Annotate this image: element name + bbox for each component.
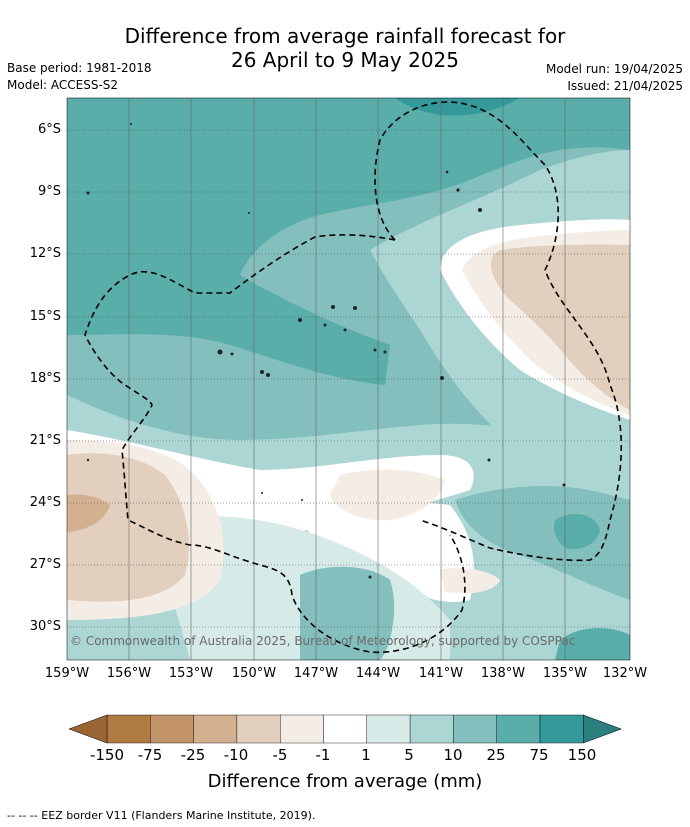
lat-label: 27°S (29, 557, 61, 572)
lon-label: 141°W (418, 666, 464, 681)
colorbar-tick-label: 75 (529, 746, 549, 764)
colorbar-tick-label: -10 (223, 746, 249, 764)
colorbar (68, 714, 623, 744)
wet-band-10-25-se (455, 485, 630, 600)
colorbar-segment (496, 714, 541, 744)
map-field (67, 98, 630, 660)
colorbar-tick-label: 150 (567, 746, 597, 764)
lon-gridlines (128, 98, 566, 660)
wet-band-25-75-se (554, 514, 600, 550)
lat-label: 30°S (29, 619, 61, 634)
title-line-1: Difference from average rainfall forecas… (124, 24, 566, 48)
lon-label: 156°W (106, 666, 152, 681)
colorbar-tick-label: 1 (361, 746, 371, 764)
colorbar-tick-label: -1 (315, 746, 331, 764)
map-frame (66, 97, 631, 661)
dry-sw-minus10 (67, 453, 189, 602)
lon-label: 159°W (44, 666, 90, 681)
colorbar-segment (150, 714, 194, 744)
colorbar-segment (106, 714, 151, 744)
lat-label: 12°S (29, 246, 61, 261)
colorbar-segment (366, 714, 411, 744)
dry-se-patch (440, 568, 500, 594)
model-run: Model run: 19/04/2025 (545, 62, 683, 76)
dry-sw-minus25 (67, 494, 110, 532)
lat-label: 18°S (29, 371, 61, 386)
colorbar-segment (280, 714, 324, 744)
lon-label: 132°W (602, 666, 648, 681)
lon-label: 153°W (168, 666, 214, 681)
colorbar-segment (323, 714, 367, 744)
copyright-notice: © Commonwealth of Australia 2025, Bureau… (70, 634, 576, 648)
colorbar-extend-high (583, 714, 623, 744)
dry-east-minus10 (490, 244, 630, 410)
lat-label: 9°S (37, 184, 61, 199)
colorbar-segment (453, 714, 497, 744)
lon-label: 150°W (231, 666, 277, 681)
map-title: Difference from average rainfall forecas… (0, 24, 690, 72)
issued-date: Issued: 21/04/2025 (567, 79, 683, 93)
colorbar-tick-label: -25 (180, 746, 206, 764)
colorbar-tick-label: 25 (486, 746, 506, 764)
eez-legend: -- -- -- EEZ border V11 (Flanders Marine… (7, 809, 316, 822)
meta-right: Model run: 19/04/2025 Issued: 21/04/2025 (546, 61, 683, 95)
dry-mid-minus5 (330, 469, 445, 521)
colorbar-tick-label: -5 (272, 746, 288, 764)
colorbar-segment (539, 714, 584, 744)
lat-label: 6°S (37, 122, 61, 137)
neutral-south-2 (300, 501, 474, 602)
model-name: Model: ACCESS-S2 (7, 78, 119, 92)
islands (86, 123, 566, 579)
lat-label: 24°S (29, 495, 61, 510)
base-period: Base period: 1981-2018 (7, 61, 152, 75)
lon-label: 147°W (293, 666, 339, 681)
lon-label: 144°W (355, 666, 401, 681)
lon-label: 138°W (480, 666, 526, 681)
colorbar-tick-label: 10 (443, 746, 463, 764)
colorbar-segment (409, 714, 454, 744)
lon-label: 135°W (542, 666, 588, 681)
colorbar-title: Difference from average (mm) (207, 771, 483, 792)
lat-gridlines (67, 129, 630, 628)
wet-band-75-150 (395, 98, 520, 116)
lat-label: 15°S (29, 309, 61, 324)
colorbar-segment (236, 714, 281, 744)
colorbar-tick-label: -75 (137, 746, 163, 764)
eez-borders (84, 101, 623, 654)
wet-band-25-75 (67, 98, 630, 385)
colorbar-tick-label: 5 (404, 746, 414, 764)
colorbar-segment (193, 714, 238, 744)
meta-left: Base period: 1981-2018 Model: ACCESS-S2 (7, 60, 152, 94)
title-line-2: 26 April to 9 May 2025 (231, 48, 459, 72)
lat-label: 21°S (29, 433, 61, 448)
wet-band-10-25-south (300, 566, 395, 660)
wet-band-25-75-s (555, 628, 630, 660)
colorbar-extend-low (68, 714, 108, 744)
colorbar-tick-label: -150 (89, 746, 125, 764)
